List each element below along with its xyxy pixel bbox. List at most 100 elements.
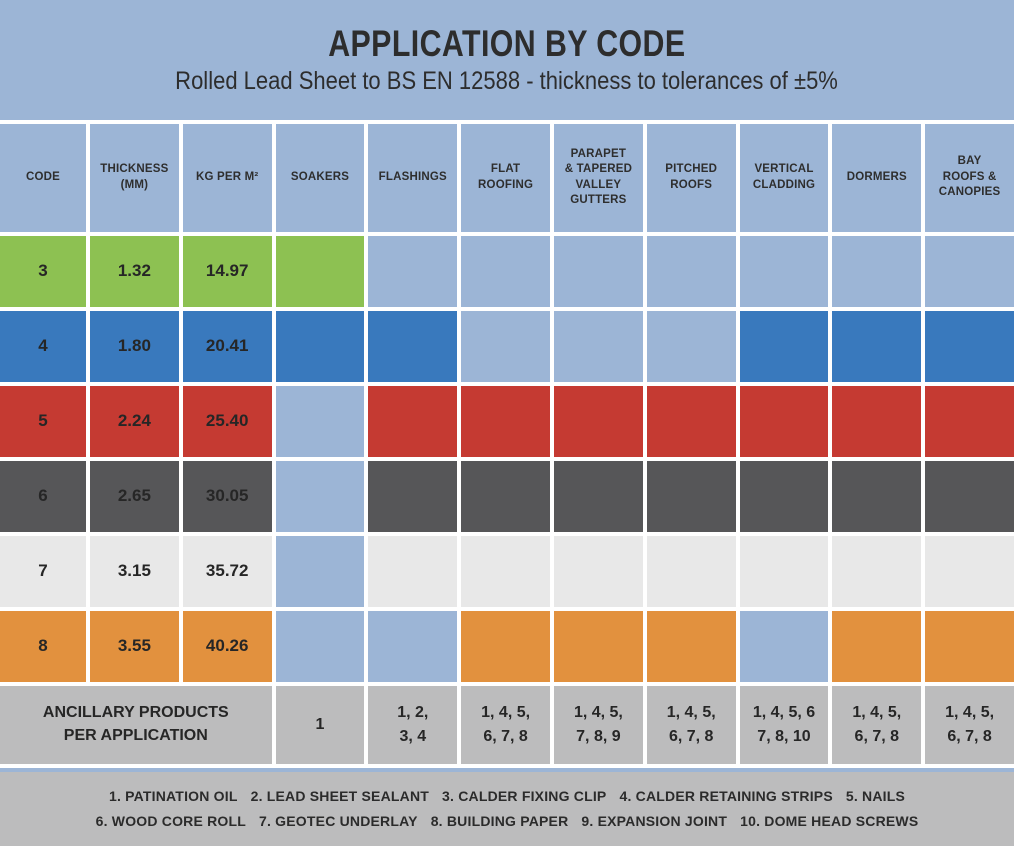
application-cell-flat-roofing xyxy=(461,460,550,532)
application-cell-parapet-tapered-valley-gutters xyxy=(554,535,643,607)
ancillary-cell-bay-roofs-canopies: 1, 4, 5, 6, 7, 8 xyxy=(925,685,1014,764)
ancillary-products-label: ANCILLARY PRODUCTS PER APPLICATION xyxy=(0,685,272,764)
column-header-soakers: SOAKERS xyxy=(275,123,365,232)
application-cell-flashings xyxy=(368,610,458,682)
application-cell-pitched-roofs xyxy=(646,235,736,307)
application-cell-vertical-cladding xyxy=(739,535,829,607)
page-title: APPLICATION BY CODE xyxy=(328,23,686,65)
thickness-cell: 3.55 xyxy=(90,610,179,682)
kg-per-m2-cell: 40.26 xyxy=(182,610,272,682)
application-cell-dormers xyxy=(832,535,922,607)
application-cell-soakers xyxy=(275,310,365,382)
application-cell-flashings xyxy=(368,235,458,307)
application-cell-soakers xyxy=(275,385,365,457)
application-cell-bay-roofs-canopies xyxy=(925,235,1014,307)
application-cell-pitched-roofs xyxy=(646,460,736,532)
legend-item: 1. PATINATION OIL xyxy=(108,788,238,805)
column-header-vertical-cladding: VERTICAL CLADDING xyxy=(739,123,829,232)
thickness-cell: 2.24 xyxy=(90,385,179,457)
application-cell-dormers xyxy=(832,235,922,307)
application-cell-flat-roofing xyxy=(461,535,550,607)
application-cell-parapet-tapered-valley-gutters xyxy=(554,610,643,682)
application-cell-dormers xyxy=(832,610,922,682)
kg-per-m2-cell: 14.97 xyxy=(182,235,272,307)
application-cell-parapet-tapered-valley-gutters xyxy=(554,310,643,382)
application-cell-flashings xyxy=(368,385,458,457)
thickness-cell: 1.80 xyxy=(90,310,179,382)
kg-per-m2-cell: 25.40 xyxy=(182,385,272,457)
application-cell-soakers xyxy=(275,460,365,532)
code-cell: 7 xyxy=(0,535,86,607)
legend-line-2: 6. WOOD CORE ROLL 7. GEOTEC UNDERLAY 8. BU… xyxy=(96,813,919,829)
application-cell-bay-roofs-canopies xyxy=(925,535,1014,607)
legend-item: 3. CALDER FIXING CLIP xyxy=(442,788,607,805)
application-cell-pitched-roofs xyxy=(646,385,736,457)
legend-item: 8. BUILDING PAPER xyxy=(430,813,569,830)
application-cell-flat-roofing xyxy=(461,610,550,682)
ancillary-cell-soakers: 1 xyxy=(275,685,365,764)
application-cell-dormers xyxy=(832,385,922,457)
ancillary-cell-flat-roofing: 1, 4, 5, 6, 7, 8 xyxy=(461,685,550,764)
application-cell-vertical-cladding xyxy=(739,310,829,382)
column-header-parapet-tapered-valley-gutters: PARAPET & TAPERED VALLEY GUTTERS xyxy=(554,123,643,232)
application-cell-pitched-roofs xyxy=(646,610,736,682)
legend-item: 9. EXPANSION JOINT xyxy=(581,813,728,830)
application-cell-bay-roofs-canopies xyxy=(925,310,1014,382)
application-cell-soakers xyxy=(275,235,365,307)
legend-item: 5. NAILS xyxy=(845,788,906,805)
ancillary-products-legend: 1. PATINATION OIL 2. LEAD SHEET SEALANT 3.… xyxy=(0,771,1014,846)
application-cell-flashings xyxy=(368,460,458,532)
application-cell-vertical-cladding xyxy=(739,460,829,532)
column-header-bay-roofs-canopies: BAY ROOFS & CANOPIES xyxy=(925,123,1014,232)
code-cell: 3 xyxy=(0,235,86,307)
ancillary-cell-parapet-tapered-valley-gutters: 1, 4, 5, 7, 8, 9 xyxy=(554,685,643,764)
application-cell-flat-roofing xyxy=(461,310,550,382)
column-header-code: CODE xyxy=(0,123,86,232)
application-cell-vertical-cladding xyxy=(739,610,829,682)
ancillary-cell-pitched-roofs: 1, 4, 5, 6, 7, 8 xyxy=(646,685,736,764)
ancillary-cell-vertical-cladding: 1, 4, 5, 6 7, 8, 10 xyxy=(739,685,829,764)
application-cell-dormers xyxy=(832,310,922,382)
page-subtitle: Rolled Lead Sheet to BS EN 12588 - thick… xyxy=(175,67,839,96)
application-cell-vertical-cladding xyxy=(739,235,829,307)
column-header-kg-per-m2: KG PER M² xyxy=(182,123,272,232)
application-cell-bay-roofs-canopies xyxy=(925,460,1014,532)
code-cell: 5 xyxy=(0,385,86,457)
application-cell-parapet-tapered-valley-gutters xyxy=(554,235,643,307)
application-cell-flashings xyxy=(368,310,458,382)
column-header-flat-roofing: FLAT ROOFING xyxy=(461,123,550,232)
application-cell-soakers xyxy=(275,535,365,607)
thickness-cell: 2.65 xyxy=(90,460,179,532)
legend-item: 7. GEOTEC UNDERLAY xyxy=(259,813,418,830)
thickness-cell: 1.32 xyxy=(90,235,179,307)
application-cell-flashings xyxy=(368,535,458,607)
application-cell-vertical-cladding xyxy=(739,385,829,457)
ancillary-cell-flashings: 1, 2, 3, 4 xyxy=(368,685,458,764)
ancillary-cell-dormers: 1, 4, 5, 6, 7, 8 xyxy=(832,685,922,764)
application-table: CODE THICKNESS (MM) KG PER M² SOAKERS FLASHI… xyxy=(0,119,1014,768)
application-cell-pitched-roofs xyxy=(646,310,736,382)
kg-per-m2-cell: 20.41 xyxy=(182,310,272,382)
application-cell-pitched-roofs xyxy=(646,535,736,607)
column-header-dormers: DORMERS xyxy=(832,123,922,232)
legend-item: 4. CALDER RETAINING STRIPS xyxy=(619,788,833,805)
legend-line-1: 1. PATINATION OIL 2. LEAD SHEET SEALANT 3.… xyxy=(109,788,905,804)
code-cell: 8 xyxy=(0,610,86,682)
legend-item: 6. WOOD CORE ROLL xyxy=(95,813,247,830)
application-cell-parapet-tapered-valley-gutters xyxy=(554,460,643,532)
column-header-flashings: FLASHINGS xyxy=(368,123,458,232)
column-header-pitched-roofs: PITCHED ROOFS xyxy=(646,123,736,232)
application-cell-dormers xyxy=(832,460,922,532)
column-header-thickness: THICKNESS (MM) xyxy=(90,123,179,232)
kg-per-m2-cell: 30.05 xyxy=(182,460,272,532)
legend-item: 10. DOME HEAD SCREWS xyxy=(740,813,919,830)
legend-item: 2. LEAD SHEET SEALANT xyxy=(250,788,430,805)
application-cell-flat-roofing xyxy=(461,235,550,307)
thickness-cell: 3.15 xyxy=(90,535,179,607)
code-cell: 4 xyxy=(0,310,86,382)
application-cell-soakers xyxy=(275,610,365,682)
application-cell-bay-roofs-canopies xyxy=(925,385,1014,457)
code-cell: 6 xyxy=(0,460,86,532)
kg-per-m2-cell: 35.72 xyxy=(182,535,272,607)
